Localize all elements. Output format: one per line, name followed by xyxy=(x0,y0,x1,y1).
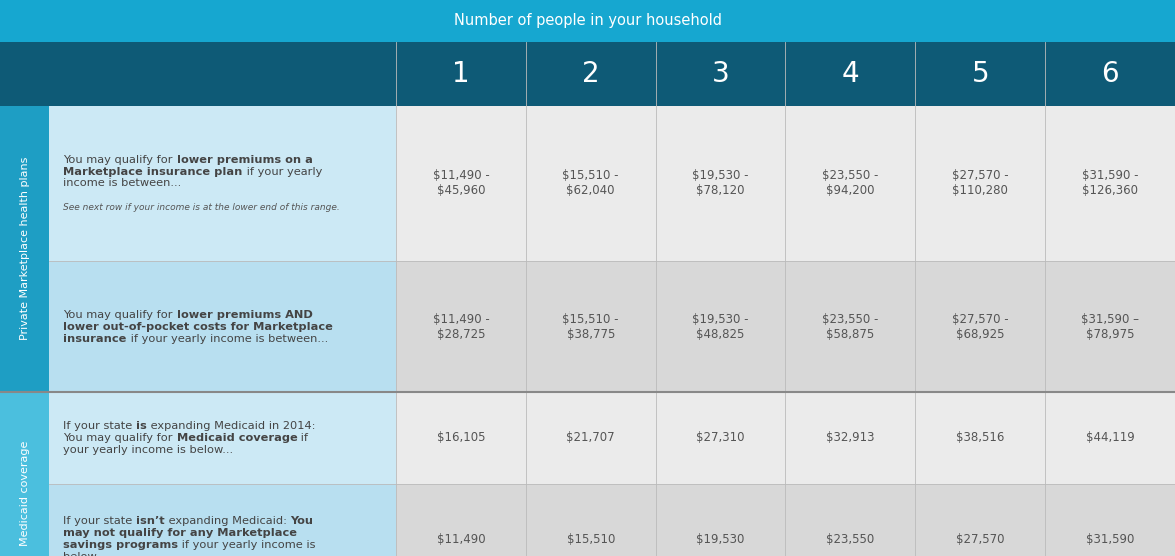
Bar xyxy=(0,42,1175,106)
Bar xyxy=(1046,484,1175,556)
Text: $16,105: $16,105 xyxy=(437,431,485,444)
Text: $21,707: $21,707 xyxy=(566,431,615,444)
Text: may not qualify for any Marketplace: may not qualify for any Marketplace xyxy=(63,528,297,538)
Text: income is between...: income is between... xyxy=(63,178,182,188)
Text: You may qualify for: You may qualify for xyxy=(63,433,176,443)
Text: 6: 6 xyxy=(1101,59,1119,88)
Text: $15,510 -
$38,775: $15,510 - $38,775 xyxy=(563,312,619,341)
Text: $44,119: $44,119 xyxy=(1086,431,1134,444)
Bar xyxy=(526,392,656,484)
Text: Marketplace insurance plan: Marketplace insurance plan xyxy=(63,167,243,177)
Text: $23,550 -
$58,875: $23,550 - $58,875 xyxy=(822,312,879,341)
Text: $31,590 -
$126,360: $31,590 - $126,360 xyxy=(1082,170,1139,197)
Text: You: You xyxy=(290,517,314,527)
Text: $27,570 -
$68,925: $27,570 - $68,925 xyxy=(952,312,1008,341)
Text: If your state: If your state xyxy=(63,421,136,431)
Bar xyxy=(0,106,49,392)
Text: lower premiums AND: lower premiums AND xyxy=(176,310,313,320)
Text: $32,913: $32,913 xyxy=(826,431,874,444)
Bar xyxy=(396,106,526,261)
Text: if your yearly income is between...: if your yearly income is between... xyxy=(127,334,328,344)
Text: $11,490 -
$45,960: $11,490 - $45,960 xyxy=(432,170,489,197)
Bar xyxy=(915,392,1046,484)
Text: $11,490: $11,490 xyxy=(437,533,485,546)
Bar xyxy=(49,484,396,556)
Bar xyxy=(785,392,915,484)
Text: $23,550 -
$94,200: $23,550 - $94,200 xyxy=(822,170,879,197)
Bar xyxy=(785,106,915,261)
Bar xyxy=(915,484,1046,556)
Bar xyxy=(0,392,49,556)
Text: $11,490 -
$28,725: $11,490 - $28,725 xyxy=(432,312,489,341)
Bar xyxy=(785,261,915,392)
Text: Medicaid coverage: Medicaid coverage xyxy=(20,441,29,546)
Bar xyxy=(526,261,656,392)
Text: $19,530 -
$48,825: $19,530 - $48,825 xyxy=(692,312,748,341)
Bar xyxy=(396,392,526,484)
Text: is: is xyxy=(136,421,147,431)
Text: $15,510: $15,510 xyxy=(566,533,615,546)
Text: Private Marketplace health plans: Private Marketplace health plans xyxy=(20,157,29,340)
Text: See next row if your income is at the lower end of this range.: See next row if your income is at the lo… xyxy=(63,203,341,212)
Bar xyxy=(1046,106,1175,261)
Text: $27,570 -
$110,280: $27,570 - $110,280 xyxy=(952,170,1008,197)
Text: $27,310: $27,310 xyxy=(697,431,745,444)
Bar xyxy=(1046,261,1175,392)
Text: 2: 2 xyxy=(582,59,599,88)
Text: $38,516: $38,516 xyxy=(956,431,1005,444)
Text: $19,530: $19,530 xyxy=(697,533,745,546)
Text: lower out-of-pocket costs for Marketplace: lower out-of-pocket costs for Marketplac… xyxy=(63,322,334,331)
Text: You may qualify for: You may qualify for xyxy=(63,310,176,320)
Text: $31,590: $31,590 xyxy=(1086,533,1134,546)
Bar xyxy=(49,392,396,484)
Text: savings programs: savings programs xyxy=(63,540,179,550)
Text: if: if xyxy=(297,433,308,443)
Text: expanding Medicaid in 2014:: expanding Medicaid in 2014: xyxy=(147,421,316,431)
Text: isn’t: isn’t xyxy=(136,517,165,527)
Text: if your yearly: if your yearly xyxy=(243,167,322,177)
Text: $23,550: $23,550 xyxy=(826,533,874,546)
Text: your yearly income is below...: your yearly income is below... xyxy=(63,445,234,455)
Bar xyxy=(396,484,526,556)
Bar xyxy=(656,392,786,484)
Bar xyxy=(656,261,786,392)
Bar xyxy=(656,484,786,556)
Bar xyxy=(526,484,656,556)
Bar xyxy=(915,261,1046,392)
Text: if your yearly income is: if your yearly income is xyxy=(179,540,316,550)
Text: $19,530 -
$78,120: $19,530 - $78,120 xyxy=(692,170,748,197)
Text: below...: below... xyxy=(63,552,107,556)
Bar xyxy=(785,484,915,556)
Text: Medicaid coverage: Medicaid coverage xyxy=(176,433,297,443)
Text: 5: 5 xyxy=(972,59,989,88)
Text: If your state: If your state xyxy=(63,517,136,527)
Text: $27,570: $27,570 xyxy=(956,533,1005,546)
Text: 4: 4 xyxy=(841,59,859,88)
Bar xyxy=(656,106,786,261)
Bar xyxy=(0,0,1175,42)
Bar xyxy=(1046,392,1175,484)
Text: expanding Medicaid:: expanding Medicaid: xyxy=(165,517,290,527)
Text: 1: 1 xyxy=(452,59,470,88)
Bar xyxy=(915,106,1046,261)
Text: $15,510 -
$62,040: $15,510 - $62,040 xyxy=(563,170,619,197)
Text: insurance: insurance xyxy=(63,334,127,344)
Text: lower premiums on a: lower premiums on a xyxy=(176,155,313,165)
Text: You may qualify for: You may qualify for xyxy=(63,155,176,165)
Bar xyxy=(396,261,526,392)
Bar xyxy=(49,106,396,261)
Text: Number of people in your household: Number of people in your household xyxy=(454,13,721,28)
Bar xyxy=(526,106,656,261)
Bar xyxy=(49,261,396,392)
Text: $31,590 –
$78,975: $31,590 – $78,975 xyxy=(1081,312,1139,341)
Text: 3: 3 xyxy=(712,59,730,88)
